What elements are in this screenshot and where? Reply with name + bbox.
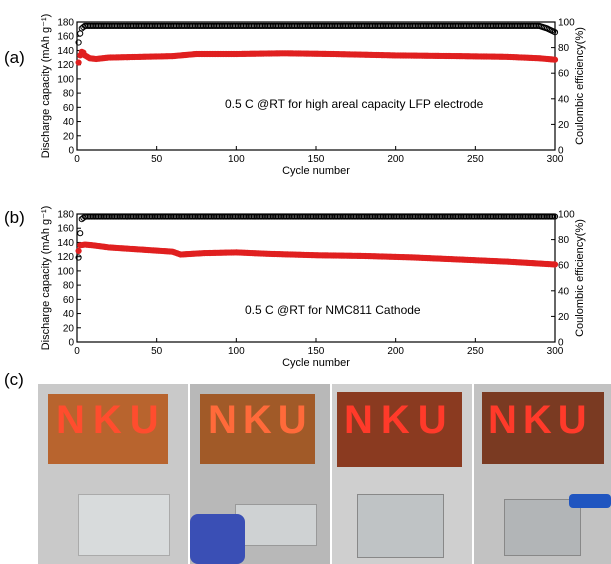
y-left-tick-label: 120 xyxy=(57,252,74,263)
led-text: NKU xyxy=(488,398,593,442)
data-point xyxy=(75,247,82,255)
x-axis-label: Cycle number xyxy=(282,165,350,177)
y-left-tick-label: 160 xyxy=(57,224,74,235)
y-left-tick-label: 20 xyxy=(63,323,75,334)
x-tick-label: 0 xyxy=(74,154,80,165)
clip xyxy=(569,494,611,508)
y-left-tick-label: 140 xyxy=(57,46,74,57)
series-discharge-capacity xyxy=(75,48,559,66)
y-left-tick-label: 160 xyxy=(57,32,74,43)
y-right-tick-label: 60 xyxy=(558,261,570,272)
y-right-axis-label: Coulombic efficiency(%) xyxy=(574,219,586,337)
led-text: NKU xyxy=(56,398,167,442)
led-board xyxy=(337,392,462,467)
y-right-tick-label: 0 xyxy=(558,338,564,349)
series-discharge-capacity xyxy=(75,241,559,268)
y-right-tick-label: 100 xyxy=(558,210,575,221)
annotation: 0.5 C @RT for NMC811 Cathode xyxy=(245,303,421,317)
y-left-tick-label: 60 xyxy=(63,295,75,306)
y-left-tick-label: 120 xyxy=(57,60,74,71)
y-left-tick-label: 60 xyxy=(63,103,75,114)
y-left-tick-label: 180 xyxy=(57,18,74,29)
x-tick-label: 250 xyxy=(467,346,484,357)
photo-1: NKU xyxy=(38,384,188,564)
series-coulombic-efficiency xyxy=(75,213,559,261)
y-left-tick-label: 80 xyxy=(63,89,75,100)
x-tick-label: 300 xyxy=(547,154,564,165)
y-right-tick-label: 40 xyxy=(558,286,570,297)
x-tick-label: 150 xyxy=(308,346,325,357)
data-point xyxy=(75,59,82,66)
data-point xyxy=(77,230,84,237)
photo-3: NKU xyxy=(332,384,472,564)
y-right-tick-label: 100 xyxy=(558,18,575,29)
y-left-axis-label: Discharge capacity (mAh g⁻¹) xyxy=(40,14,52,159)
data-point xyxy=(551,213,559,220)
pouch-cell xyxy=(235,504,317,546)
y-left-tick-label: 40 xyxy=(63,309,75,320)
pouch-cell xyxy=(504,499,581,556)
led-board xyxy=(200,394,315,464)
y-left-tick-label: 20 xyxy=(63,131,75,142)
plot-frame xyxy=(76,213,556,343)
pouch-cell xyxy=(78,494,170,556)
data-point xyxy=(551,261,559,268)
y-left-axis-label: Discharge capacity (mAh g⁻¹) xyxy=(40,206,52,351)
glove xyxy=(190,514,245,564)
data-point xyxy=(551,29,559,36)
plot-frame xyxy=(76,21,556,151)
x-tick-label: 200 xyxy=(387,154,404,165)
photo-4: NKU xyxy=(474,384,611,564)
x-tick-label: 100 xyxy=(228,346,245,357)
y-right-tick-label: 20 xyxy=(558,120,570,131)
x-tick-label: 150 xyxy=(308,154,325,165)
photo-2: NKU xyxy=(190,384,330,564)
y-left-tick-label: 180 xyxy=(57,210,74,221)
led-board xyxy=(48,394,168,464)
x-tick-label: 0 xyxy=(74,346,80,357)
panel-label-b: (b) xyxy=(4,208,25,227)
x-tick-label: 50 xyxy=(151,154,163,165)
led-board xyxy=(482,392,604,464)
y-left-tick-label: 0 xyxy=(68,338,74,349)
pouch-cell xyxy=(357,494,444,558)
y-right-tick-label: 60 xyxy=(558,69,570,80)
y-right-tick-label: 40 xyxy=(558,94,570,105)
series-coulombic-efficiency xyxy=(75,22,559,46)
chart-b: 0 50 100 150 200 250 3000204060801001201401601… xyxy=(40,206,586,369)
y-left-tick-label: 0 xyxy=(68,146,74,157)
y-left-tick-label: 40 xyxy=(63,117,75,128)
y-left-tick-label: 80 xyxy=(63,281,75,292)
x-tick-label: 50 xyxy=(151,346,163,357)
panel-label-c: (c) xyxy=(4,370,24,389)
x-tick-label: 250 xyxy=(467,154,484,165)
led-text: NKU xyxy=(344,398,455,442)
x-tick-label: 300 xyxy=(547,346,564,357)
y-left-tick-label: 100 xyxy=(57,74,74,85)
data-point xyxy=(77,30,84,37)
data-point xyxy=(551,56,559,63)
x-tick-label: 100 xyxy=(228,154,245,165)
data-point xyxy=(75,39,82,46)
chart-a: 0 50 100 150 200 250 3000204060801001201401601… xyxy=(40,14,586,177)
led-text: NKU xyxy=(208,398,313,442)
y-right-tick-label: 20 xyxy=(558,312,570,323)
data-point xyxy=(75,254,82,261)
y-left-tick-label: 100 xyxy=(57,266,74,277)
annotation: 0.5 C @RT for high areal capacity LFP el… xyxy=(225,97,484,111)
x-tick-label: 200 xyxy=(387,346,404,357)
y-right-tick-label: 80 xyxy=(558,235,570,246)
y-left-tick-label: 140 xyxy=(57,238,74,249)
y-right-tick-label: 80 xyxy=(558,43,570,54)
x-axis-label: Cycle number xyxy=(282,357,350,369)
panel-label-a: (a) xyxy=(4,48,25,67)
y-right-axis-label: Coulombic efficiency(%) xyxy=(574,27,586,145)
y-right-tick-label: 0 xyxy=(558,146,564,157)
